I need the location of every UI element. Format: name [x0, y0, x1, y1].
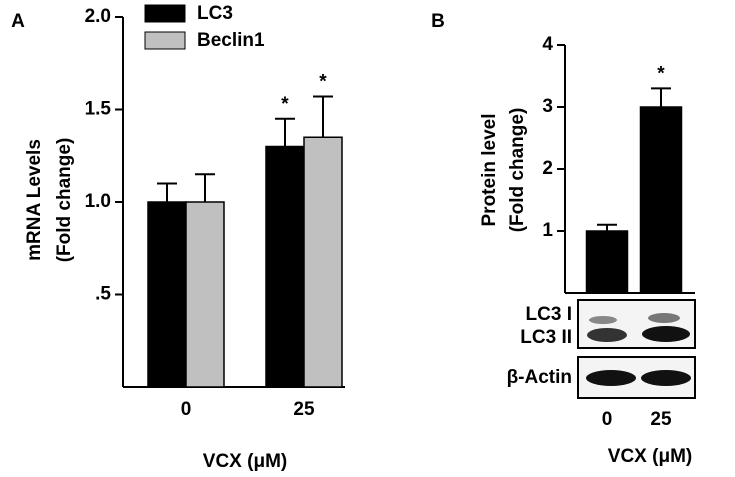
y-axis-label: Protein level	[479, 114, 500, 227]
band	[589, 316, 617, 324]
band	[641, 370, 691, 386]
x-axis-label: VCX (μM)	[203, 451, 287, 472]
x-tick-label: 25	[293, 399, 315, 420]
band	[586, 370, 636, 386]
bar	[639, 106, 683, 294]
bar	[185, 201, 225, 388]
blot-label: LC3 I	[526, 304, 572, 325]
band	[642, 326, 690, 342]
bar	[265, 145, 305, 388]
blot-label: β-Actin	[507, 367, 572, 388]
y-tick-label: 2.0	[85, 6, 111, 27]
y-tick-label: 3	[542, 96, 553, 117]
legend-swatch	[144, 4, 186, 23]
y-tick-label: 1	[542, 220, 553, 241]
x-axis-label: VCX (μM)	[608, 446, 692, 467]
error-bar	[313, 95, 333, 138]
band	[587, 328, 627, 342]
bar	[585, 230, 629, 294]
panel-label: B	[431, 11, 445, 32]
legend-label: LC3	[197, 3, 233, 24]
error-bar	[651, 87, 671, 107]
significance: *	[657, 63, 665, 84]
bar	[303, 136, 343, 388]
y-tick-label: 2	[542, 158, 553, 179]
significance: *	[319, 72, 327, 93]
y-axis-label: (Fold change)	[507, 108, 528, 233]
blots	[577, 299, 696, 399]
blot-label: LC3 II	[520, 327, 572, 348]
band	[648, 313, 680, 323]
y-tick-label: 4	[542, 34, 553, 55]
x-tick-label: 0	[602, 409, 613, 430]
error-bar	[275, 117, 295, 147]
y-axis-label: (Fold change)	[54, 138, 75, 263]
x-tick-label: 25	[650, 409, 672, 430]
y-tick-label: 1.5	[85, 99, 112, 120]
error-bar	[195, 173, 215, 202]
y-axis-label: mRNA Levels	[24, 139, 45, 261]
error-bar	[597, 223, 617, 231]
panel-label: A	[11, 11, 25, 32]
bar	[147, 201, 187, 388]
error-bar	[157, 182, 177, 202]
y-tick-label: .5	[95, 284, 111, 305]
x-tick-label: 0	[181, 399, 192, 420]
legend-label: Beclin1	[197, 30, 265, 51]
significance: *	[281, 94, 289, 115]
y-tick-label: 1.0	[85, 191, 111, 212]
legend-swatch	[144, 31, 186, 50]
